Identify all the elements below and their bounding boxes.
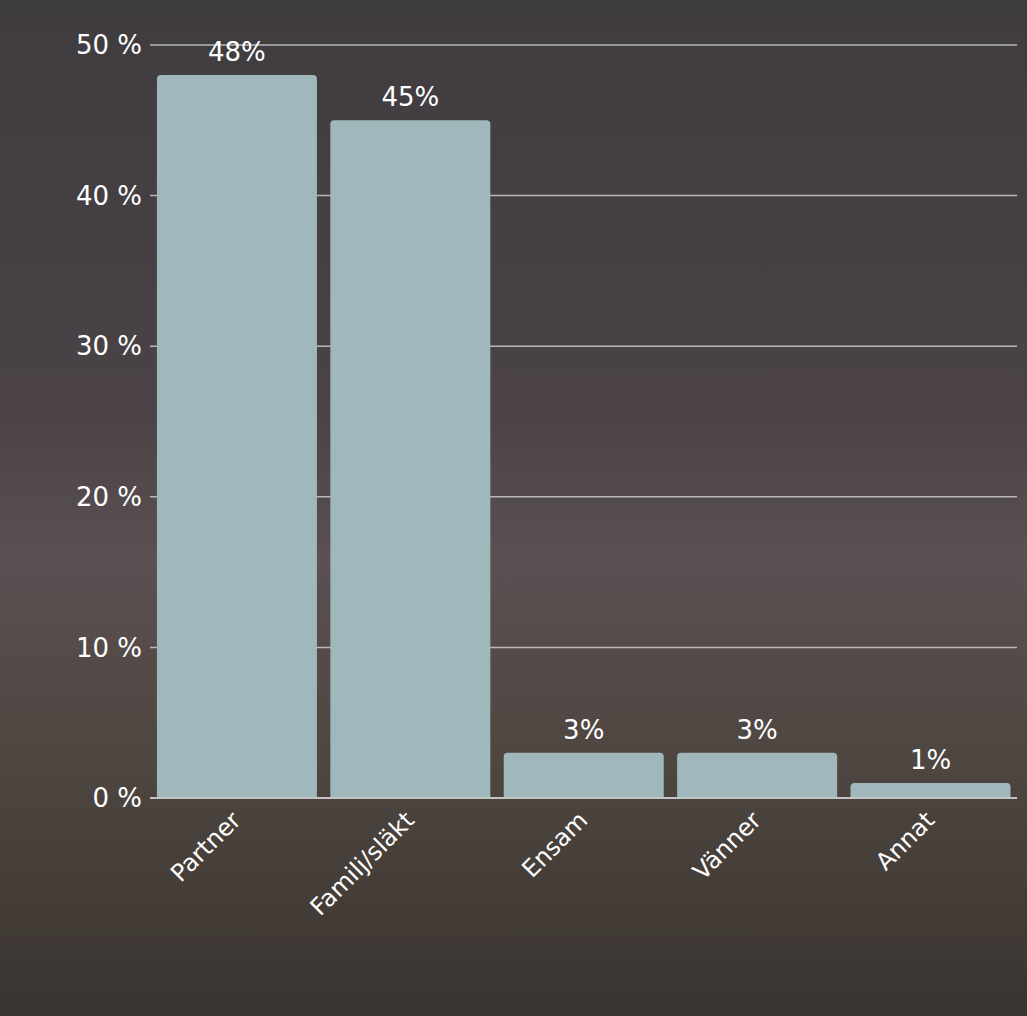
svg-text:Ensam: Ensam bbox=[516, 806, 593, 883]
svg-text:45%: 45% bbox=[381, 82, 439, 112]
svg-text:Partner: Partner bbox=[165, 806, 247, 888]
svg-text:Vänner: Vänner bbox=[687, 806, 767, 886]
svg-text:10 %: 10 % bbox=[76, 633, 142, 663]
svg-text:48%: 48% bbox=[208, 37, 266, 67]
svg-text:40 %: 40 % bbox=[76, 181, 142, 211]
svg-text:30 %: 30 % bbox=[76, 331, 142, 361]
svg-text:1%: 1% bbox=[910, 745, 951, 775]
svg-text:0 %: 0 % bbox=[92, 783, 142, 813]
svg-text:3%: 3% bbox=[563, 715, 604, 745]
svg-text:3%: 3% bbox=[737, 715, 778, 745]
svg-text:Annat: Annat bbox=[870, 806, 940, 876]
svg-text:Familj/släkt: Familj/släkt bbox=[305, 806, 420, 921]
svg-text:20 %: 20 % bbox=[76, 482, 142, 512]
svg-text:50 %: 50 % bbox=[76, 30, 142, 60]
